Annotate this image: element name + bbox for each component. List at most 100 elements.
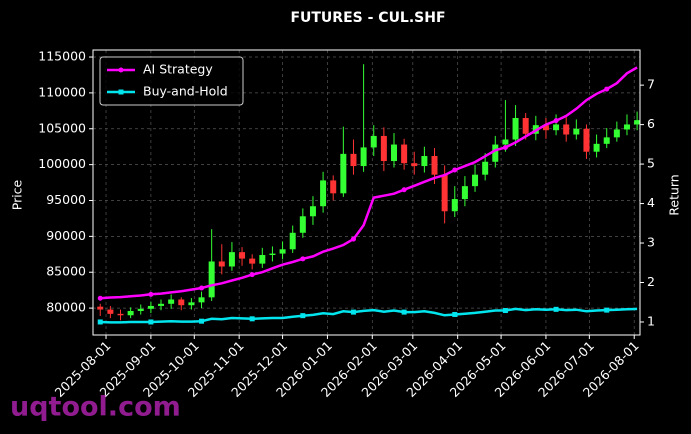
line-marker [553,118,559,124]
chart-title: FUTURES - CUL.SHF [290,10,445,26]
y2-axis-label: Return [667,174,682,215]
legend-marker [118,67,124,73]
candle-body [239,252,246,259]
candle-body [542,125,549,131]
candle-body [208,261,215,298]
candle-body [593,143,600,152]
y2-tick-label: 1 [647,313,655,328]
candle-body [472,174,479,187]
candle-body [107,309,114,314]
y-tick-label: 80000 [46,300,86,315]
candle-body [461,186,468,200]
y2-tick-label: 6 [647,116,655,131]
line-marker [553,306,559,312]
candle-body [492,144,499,162]
y2-tick-label: 4 [647,195,655,210]
candle-body [228,252,235,267]
candle-body [401,144,408,164]
line-marker [452,167,458,173]
candle-body [573,128,580,135]
candle-body [97,306,104,310]
candle-body [330,180,337,194]
candle-body [623,124,630,130]
candle-body [259,255,266,264]
line-marker [148,291,154,297]
candle-body [117,313,124,316]
candle-body [218,261,225,267]
candle-body [127,310,134,316]
candle-body [482,161,489,175]
y-tick-label: 95000 [46,192,86,207]
line-marker [199,285,205,291]
line-marker [604,307,610,313]
candle-body [320,180,327,207]
candle-body [249,258,256,264]
candle-body [269,253,276,256]
candle-body [350,153,357,167]
candle-body [583,128,590,152]
line-marker [604,86,610,92]
candle-body [198,297,205,303]
candle-body [603,137,610,144]
candle-body [188,302,195,306]
line-marker [97,295,103,301]
candle-body [380,135,387,162]
y-tick-label: 100000 [38,156,86,171]
candle-body [279,249,286,254]
candle-body [522,118,529,134]
y2-tick-label: 3 [647,235,655,250]
line-marker [502,308,508,314]
candle-body [147,305,154,309]
candle-body [613,129,620,138]
line-marker [401,187,407,193]
y2-tick-label: 2 [647,274,655,289]
watermark: uqtool.com [10,392,181,423]
line-marker [300,256,306,262]
legend-box [99,56,244,106]
candle-body [421,156,428,167]
line-series [100,307,638,324]
line-marker [350,236,356,242]
line-marker [148,319,154,325]
line-marker [199,318,205,324]
line-series [100,66,638,300]
candle-body [309,206,316,217]
line-marker [97,319,103,325]
candle-body [340,153,347,194]
candle-body [390,144,397,162]
line-marker [452,311,458,317]
candle-body [502,139,509,145]
plot-border [92,49,641,336]
line-marker [502,145,508,150]
y-tick-label: 110000 [38,84,86,99]
y-axis-label: Price [10,179,25,210]
legend-label: Buy-and-Hold [143,84,228,99]
line-marker [249,272,255,278]
candle-body [634,120,641,125]
candle-body [370,135,377,148]
y2-tick-label: 7 [647,77,655,92]
candle-body [299,216,306,233]
candle-body [411,163,418,167]
candle-body [289,232,296,250]
candle-body [512,118,519,140]
candle-body [441,174,448,212]
line-marker [249,316,255,322]
candle-body [158,303,165,306]
candle-body [360,147,367,167]
y2-tick-label: 5 [647,156,655,171]
line-marker [300,313,306,319]
legend-label: AI Strategy [143,62,213,77]
candle-body [431,156,438,175]
candle-body [451,199,458,212]
y-tick-label: 115000 [38,49,86,64]
candle-body [168,299,175,304]
y-tick-label: 105000 [38,120,86,135]
candle-body [178,299,185,306]
candle-body [563,124,570,135]
legend: AI Strategy Buy-and-Hold [99,56,244,106]
y-tick-label: 85000 [46,264,86,279]
y-tick-label: 90000 [46,228,86,243]
candle-body [553,124,560,131]
